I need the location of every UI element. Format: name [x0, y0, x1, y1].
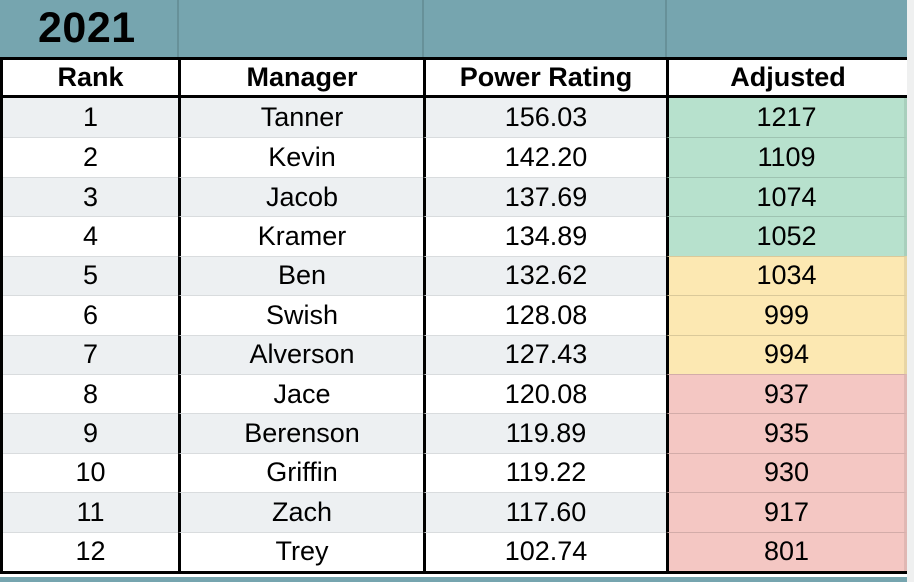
power-rating-cell[interactable]: 132.62: [423, 255, 666, 296]
adjusted-cell[interactable]: 930: [666, 452, 907, 493]
rank-cell[interactable]: 9: [3, 413, 178, 453]
rank-cell[interactable]: 8: [3, 373, 178, 413]
rank-cell[interactable]: 12: [3, 531, 178, 571]
power-rating-cell[interactable]: 117.60: [423, 492, 666, 532]
adjusted-cell[interactable]: 1034: [666, 255, 907, 296]
year-label: 2021: [38, 4, 136, 52]
year-band: 2021: [0, 0, 907, 57]
rank-cell[interactable]: 4: [3, 216, 178, 255]
adjusted-cell[interactable]: 935: [666, 413, 907, 453]
manager-cell[interactable]: Trey: [178, 531, 423, 571]
manager-cell[interactable]: Berenson: [178, 413, 423, 453]
table-row: 3 Jacob 137.69 1074: [3, 176, 907, 217]
rank-cell[interactable]: 6: [3, 295, 178, 334]
column-header-power-rating[interactable]: Power Rating: [423, 60, 666, 95]
adjusted-cell[interactable]: 1217: [666, 98, 907, 138]
power-rating-cell[interactable]: 137.69: [423, 176, 666, 217]
table-row: 5 Ben 132.62 1034: [3, 255, 907, 296]
table-row: 2 Kevin 142.20 1109: [3, 137, 907, 177]
sheet-edge-gutter: [907, 0, 914, 582]
manager-cell[interactable]: Jace: [178, 373, 423, 414]
table-row: 11 Zach 117.60 917: [3, 492, 907, 532]
power-rating-cell[interactable]: 102.74: [423, 531, 666, 571]
manager-cell[interactable]: Kramer: [178, 216, 423, 256]
rank-cell[interactable]: 1: [3, 98, 178, 138]
adjusted-cell[interactable]: 801: [666, 531, 907, 571]
rank-cell[interactable]: 2: [3, 137, 178, 176]
table-row: 6 Swish 128.08 999: [3, 295, 907, 335]
power-rating-cell[interactable]: 142.20: [423, 137, 666, 177]
rank-cell[interactable]: 10: [3, 452, 178, 492]
table-header-row: Rank Manager Power Rating Adjusted: [3, 60, 907, 95]
power-rating-cell[interactable]: 119.89: [423, 413, 666, 453]
rank-cell[interactable]: 7: [3, 334, 178, 374]
rank-cell[interactable]: 3: [3, 176, 178, 217]
power-rating-cell[interactable]: 119.22: [423, 452, 666, 493]
power-rating-cell[interactable]: 120.08: [423, 373, 666, 414]
column-divider: [177, 0, 179, 57]
table-row: 10 Griffin 119.22 930: [3, 452, 907, 493]
power-rating-cell[interactable]: 134.89: [423, 216, 666, 256]
adjusted-cell[interactable]: 937: [666, 373, 907, 414]
rank-cell[interactable]: 5: [3, 255, 178, 296]
table-row: 1 Tanner 156.03 1217: [3, 98, 907, 138]
table-body: 1 Tanner 156.03 1217 2 Kevin 142.20 1109…: [3, 95, 907, 571]
next-year-band-edge: [0, 577, 907, 582]
table-row: 4 Kramer 134.89 1052: [3, 216, 907, 256]
manager-cell[interactable]: Zach: [178, 492, 423, 532]
power-rating-cell[interactable]: 127.43: [423, 334, 666, 374]
adjusted-cell[interactable]: 1074: [666, 176, 907, 217]
power-rating-table: Rank Manager Power Rating Adjusted 1 Tan…: [0, 57, 907, 574]
column-header-rank[interactable]: Rank: [57, 62, 124, 92]
adjusted-cell[interactable]: 1052: [666, 216, 907, 256]
rank-cell[interactable]: 11: [3, 492, 178, 532]
power-rating-cell[interactable]: 128.08: [423, 295, 666, 335]
manager-cell[interactable]: Tanner: [178, 98, 423, 138]
column-header-adjusted[interactable]: Adjusted: [666, 60, 907, 95]
adjusted-cell[interactable]: 917: [666, 492, 907, 532]
table-row: 12 Trey 102.74 801: [3, 531, 907, 571]
adjusted-cell[interactable]: 1109: [666, 137, 907, 177]
table-row: 7 Alverson 127.43 994: [3, 334, 907, 374]
column-divider: [665, 0, 667, 57]
manager-cell[interactable]: Alverson: [178, 334, 423, 374]
manager-cell[interactable]: Griffin: [178, 452, 423, 493]
adjusted-cell[interactable]: 994: [666, 334, 907, 374]
manager-cell[interactable]: Ben: [178, 255, 423, 296]
manager-cell[interactable]: Swish: [178, 295, 423, 335]
manager-cell[interactable]: Kevin: [178, 137, 423, 177]
table-row: 8 Jace 120.08 937: [3, 373, 907, 414]
column-header-manager[interactable]: Manager: [178, 60, 423, 95]
column-divider: [422, 0, 424, 57]
table-row: 9 Berenson 119.89 935: [3, 413, 907, 453]
adjusted-cell[interactable]: 999: [666, 295, 907, 335]
manager-cell[interactable]: Jacob: [178, 176, 423, 217]
power-rating-cell[interactable]: 156.03: [423, 98, 666, 138]
